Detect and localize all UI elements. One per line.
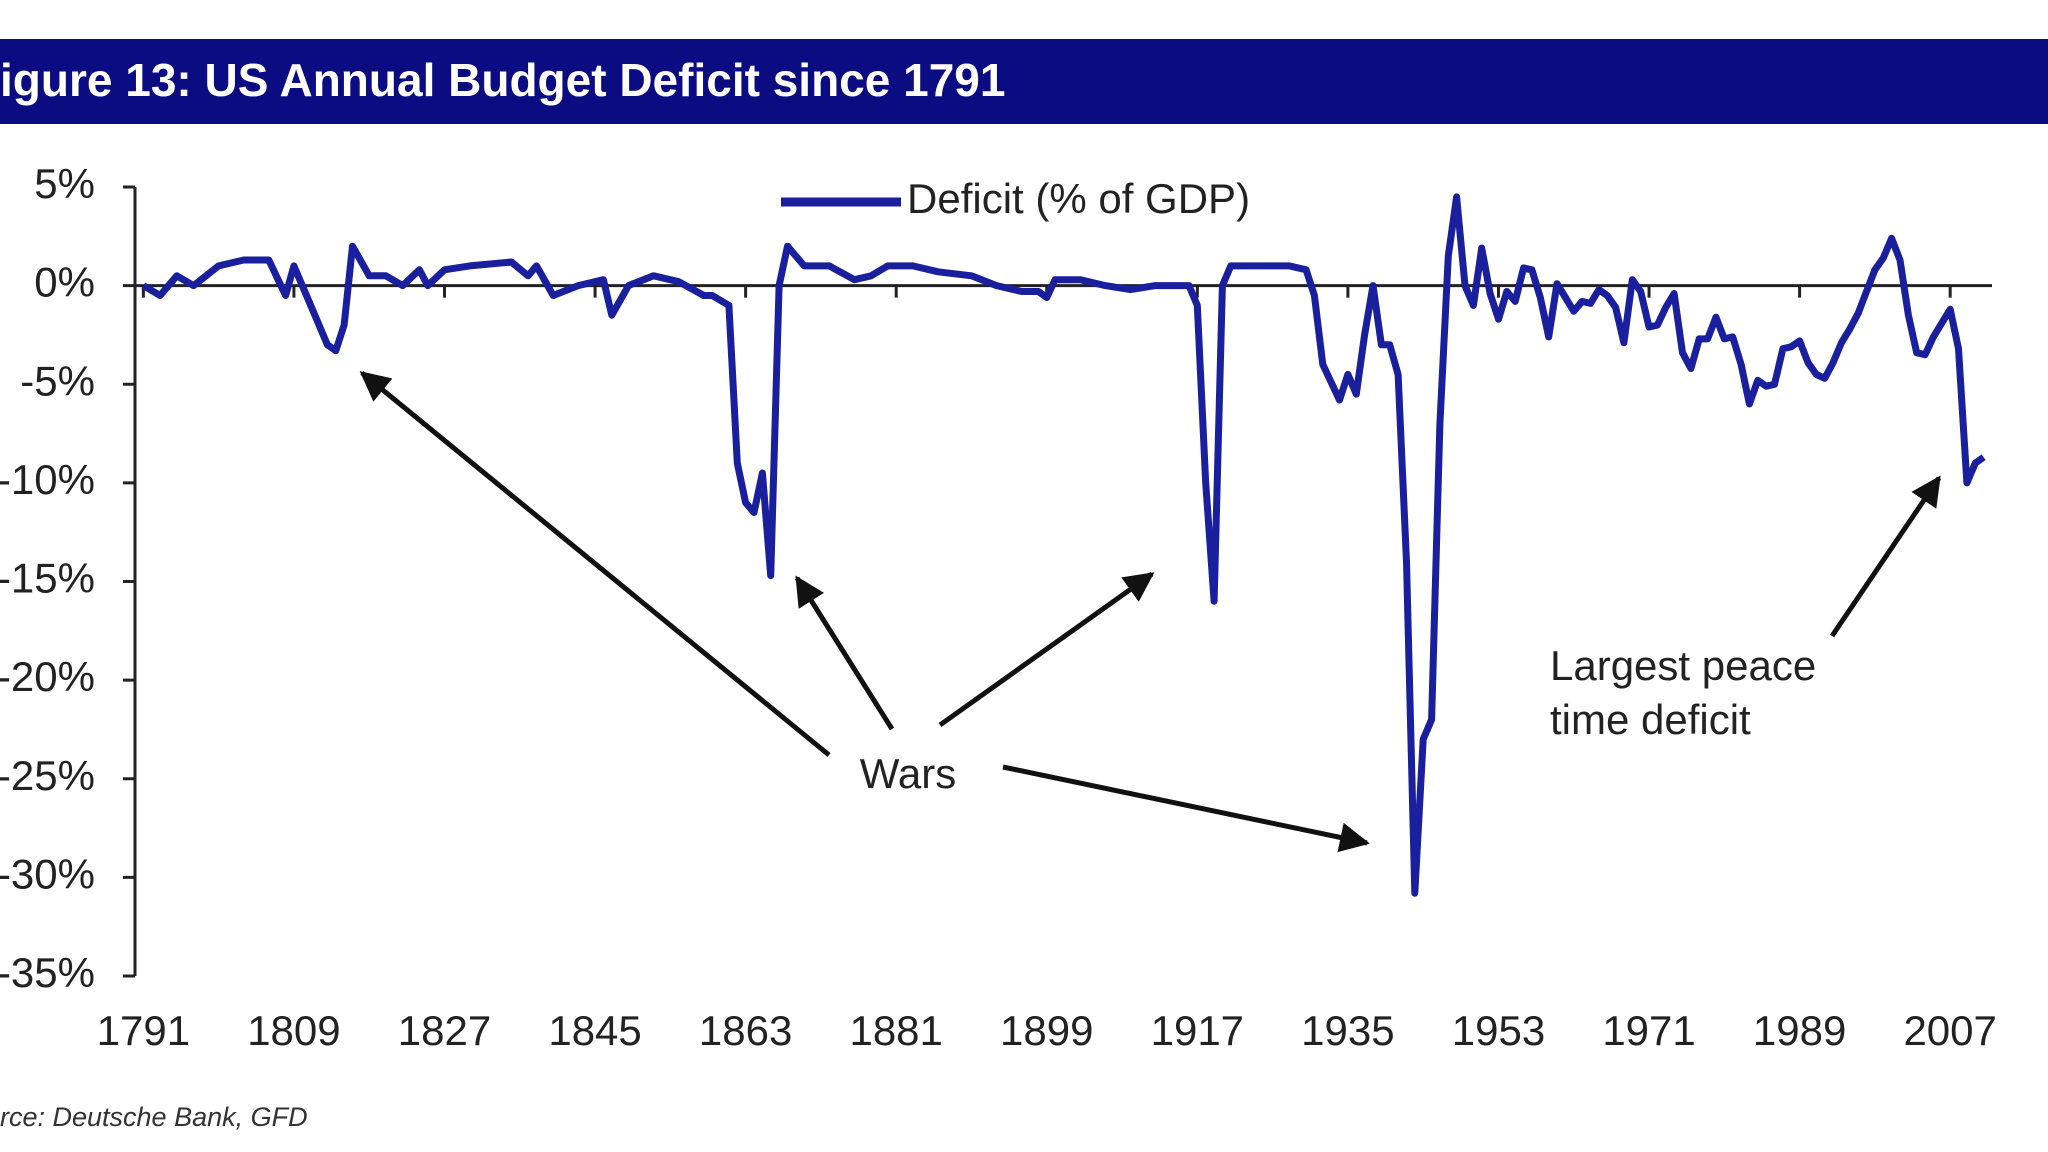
y-tick-label: -10% <box>0 456 95 503</box>
y-tick-label: -25% <box>0 752 95 799</box>
x-tick-label: 1917 <box>1151 1007 1244 1054</box>
annotations: Wars Largest peace time deficit <box>359 371 1942 853</box>
x-tick-label: 1953 <box>1452 1007 1545 1054</box>
x-tick-label: 1881 <box>849 1007 942 1054</box>
x-tick-label: 1935 <box>1301 1007 1394 1054</box>
arrow <box>359 371 831 757</box>
arrow <box>794 575 895 731</box>
annotation: Largest peace <box>1550 642 1816 689</box>
annotation: Wars <box>860 750 956 797</box>
title-bar <box>0 39 2048 124</box>
legend-label: Deficit (% of GDP) <box>907 175 1250 222</box>
source: rce: Deutsche Bank, GFD <box>0 1102 308 1132</box>
annotation: time deficit <box>1550 696 1751 743</box>
y-tick-label: -15% <box>0 555 95 602</box>
x-tick-label: 2007 <box>1903 1007 1996 1054</box>
y-tick-label: 0% <box>34 259 95 306</box>
x-tick-label: 1791 <box>97 1007 190 1054</box>
y-tick-label: -5% <box>20 357 95 404</box>
data-line <box>141 193 1986 897</box>
y-tick-label: 5% <box>34 160 95 207</box>
x-tick-label: 1827 <box>398 1007 491 1054</box>
x-tick-label: 1845 <box>548 1007 641 1054</box>
x-tick-label: 1989 <box>1753 1007 1846 1054</box>
y-tick-label: -30% <box>0 850 95 897</box>
chart-title: igure 13: US Annual Budget Deficit since… <box>0 54 1005 106</box>
x-tick-label: 1863 <box>699 1007 792 1054</box>
x-tick-label: 1809 <box>247 1007 340 1054</box>
arrow <box>1829 475 1942 638</box>
y-tick-label: -35% <box>0 949 95 996</box>
x-tick-label: 1971 <box>1602 1007 1695 1054</box>
arrow <box>1002 764 1370 853</box>
y-tick-label: -20% <box>0 653 95 700</box>
arrow <box>938 571 1155 728</box>
x-tick-label: 1899 <box>1000 1007 1093 1054</box>
